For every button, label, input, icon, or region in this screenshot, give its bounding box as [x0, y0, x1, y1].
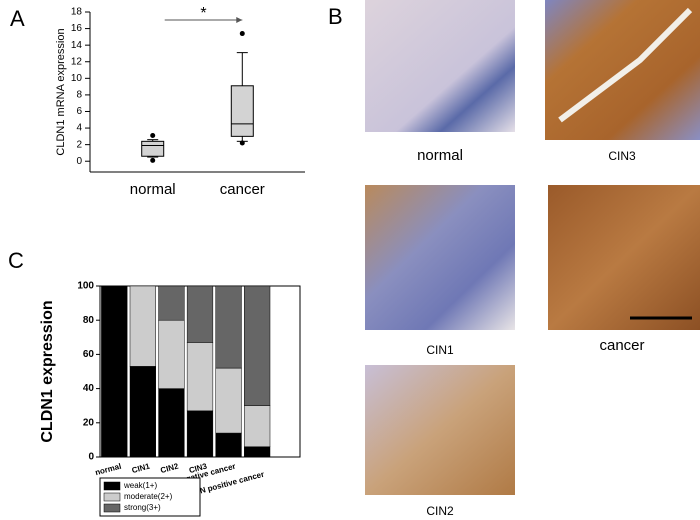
- caption: CIN2: [426, 504, 454, 518]
- bar-segment: [101, 285, 128, 458]
- legend-swatch: [103, 481, 121, 491]
- legend-label: weak(1+): [123, 481, 157, 490]
- bar-segment: [158, 388, 185, 458]
- x-tick-label: CIN2: [159, 462, 179, 476]
- panel-label: B: [328, 4, 343, 29]
- y-tick-label: 4: [76, 123, 82, 134]
- y-tick-label: 10: [71, 73, 83, 84]
- bar-segment: [215, 432, 242, 458]
- bar-segment: [244, 446, 271, 458]
- legend-swatch: [103, 492, 121, 502]
- y-axis-title: CLDN1 mRNA expression: [55, 28, 67, 155]
- y-tick-label: 40: [83, 383, 95, 394]
- y-tick-label: 60: [83, 349, 95, 360]
- y-tick-label: 12: [71, 56, 83, 67]
- panel-b: B normal CIN3 CIN1 cancer CIN2: [328, 0, 700, 518]
- outlier: [239, 31, 245, 37]
- panel-label: C: [8, 248, 24, 273]
- bar-segment: [129, 285, 156, 367]
- bar-segment: [215, 285, 242, 369]
- caption: cancer: [599, 337, 644, 354]
- legend-label: moderate(2+): [124, 492, 173, 501]
- bar-segment: [186, 342, 214, 412]
- outlier: [150, 157, 156, 163]
- micrograph: [365, 185, 515, 330]
- outlier: [150, 133, 156, 139]
- y-tick-label: 0: [76, 156, 82, 167]
- caption: CIN3: [608, 149, 636, 163]
- bar-segment: [244, 285, 271, 406]
- y-axis-title: CLDN1 expression: [39, 300, 56, 442]
- arrow-head: [236, 17, 243, 23]
- micrograph: [365, 365, 515, 495]
- legend-label: strong(3+): [124, 503, 161, 512]
- y-tick-label: 8: [76, 90, 82, 101]
- caption: normal: [417, 147, 463, 164]
- bar-segment: [244, 405, 271, 447]
- box: [230, 85, 254, 137]
- y-tick-label: 0: [88, 452, 94, 463]
- micrograph: [548, 185, 700, 330]
- outlier: [239, 140, 245, 146]
- y-tick-label: 2: [76, 139, 82, 150]
- bar-segment: [158, 319, 185, 389]
- bar-segment: [186, 410, 214, 458]
- y-tick-label: 6: [76, 106, 82, 117]
- y-tick-label: 16: [71, 23, 83, 34]
- y-tick-label: 100: [77, 281, 94, 292]
- x-tick-label: cancer: [220, 181, 265, 198]
- x-tick-label: normal: [94, 462, 122, 478]
- y-tick-label: 80: [83, 315, 95, 326]
- bar-segment: [129, 366, 156, 458]
- x-tick-label: normal: [130, 181, 176, 198]
- bar-segment: [186, 285, 214, 343]
- bar-segment: [215, 367, 242, 434]
- tissue-gap: [558, 7, 693, 123]
- legend-swatch: [103, 503, 121, 513]
- y-tick-label: 20: [83, 417, 95, 428]
- micrograph: [365, 0, 515, 132]
- x-tick-label: CIN1: [131, 462, 151, 476]
- significance-mark: *: [200, 5, 206, 22]
- caption: CIN1: [426, 343, 454, 357]
- box: [141, 140, 165, 157]
- y-tick-label: 14: [71, 40, 83, 51]
- panel-label: A: [10, 6, 25, 31]
- bar-segment: [158, 285, 185, 321]
- y-tick-label: 18: [71, 7, 83, 18]
